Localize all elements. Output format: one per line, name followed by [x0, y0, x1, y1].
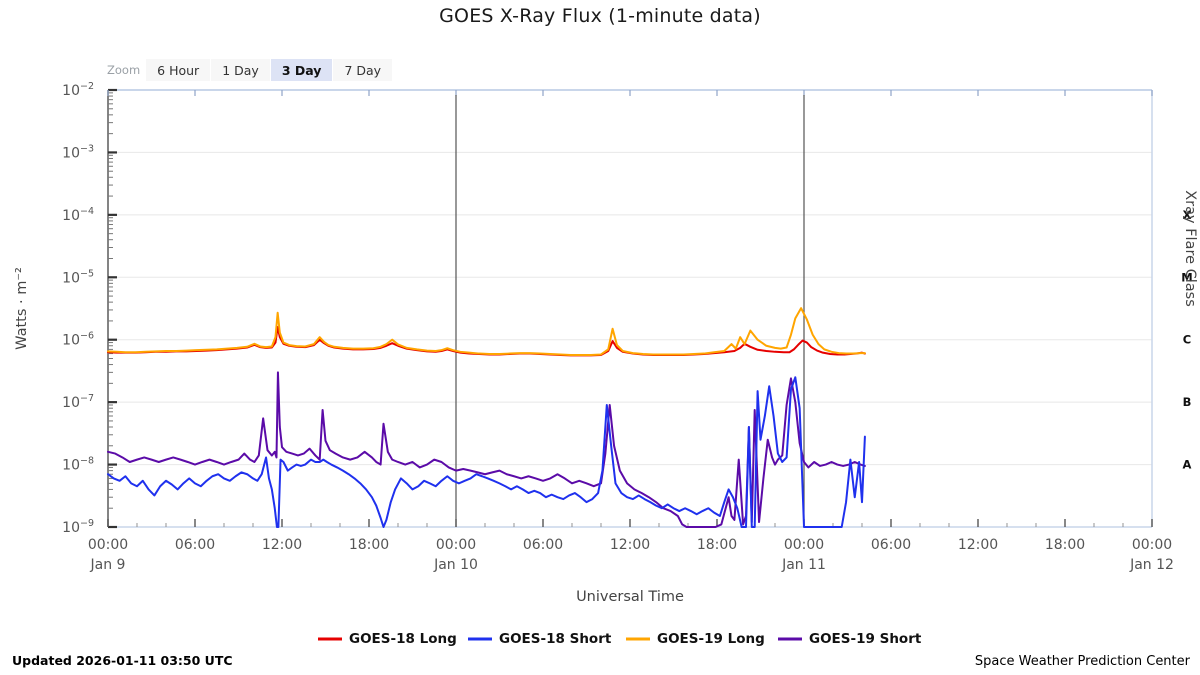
x-axis-tick-label: 18:00	[697, 537, 737, 553]
flare-class-tick-label: A	[1183, 458, 1192, 472]
flare-class-tick-label: C	[1183, 333, 1191, 347]
x-axis-date-label: Jan 11	[781, 557, 826, 573]
legend-label-1: GOES-18 Short	[499, 631, 612, 647]
x-axis-tick-label: 12:00	[262, 537, 302, 553]
chart-legend: GOES-18 Long GOES-18 Short GOES-19 Long GOE…	[318, 631, 922, 647]
flare-class-labels: X M C B A	[1181, 208, 1192, 472]
x-axis-title: Universal Time	[576, 589, 684, 605]
x-axis-tick-label: 18:00	[1045, 537, 1085, 553]
x-axis-tick-label: 06:00	[523, 537, 563, 553]
x-axis-tick-label: 06:00	[871, 537, 911, 553]
legend-label-0: GOES-18 Long	[349, 631, 457, 647]
y-axis-tick-label: 10−3	[62, 143, 94, 161]
zoom-button-7-day[interactable]: 7 Day	[333, 59, 393, 81]
y-axis-tick-label: 10−8	[62, 456, 94, 474]
y-axis-tick-label: 10−2	[62, 81, 94, 99]
y-axis-tick-label: 10−6	[62, 331, 94, 349]
zoom-range-control: Zoom 6 Hour 1 Day 3 Day 7 Day	[107, 59, 393, 81]
series-line-goes-19-short	[107, 371, 866, 528]
x-axis-tick-label: 00:00	[436, 537, 476, 553]
footer-source: Space Weather Prediction Center	[975, 654, 1191, 669]
series-line-goes-19-long	[107, 307, 866, 356]
y-axis-title: Watts · m⁻²	[14, 267, 30, 350]
x-axis-tick-label: 06:00	[175, 537, 215, 553]
y-axis-tick-labels: 10−2 10−3 10−4 10−5 10−6 10−7 10−8 10−9	[62, 81, 94, 536]
legend-label-3: GOES-19 Short	[809, 631, 922, 647]
y-axis-tick-label: 10−9	[62, 518, 94, 536]
x-axis-tick-label: 12:00	[610, 537, 650, 553]
series-line-goes-18-short	[107, 376, 866, 528]
flare-class-tick-label: B	[1183, 395, 1192, 409]
x-axis-date-label: Jan 12	[1129, 557, 1174, 573]
x-axis-tick-label: 00:00	[1132, 537, 1172, 553]
x-axis-tick-label: 00:00	[88, 537, 128, 553]
y-axis-tick-label: 10−7	[62, 393, 94, 411]
y-axis-tick-label: 10−4	[62, 206, 94, 224]
flare-class-tick-label: M	[1181, 270, 1192, 284]
x-axis-tick-label: 12:00	[958, 537, 998, 553]
zoom-button-6-hour[interactable]: 6 Hour	[146, 59, 212, 81]
axis-titles: Watts · m⁻² Universal Time Xray Flare Clas…	[14, 190, 1198, 605]
page-title: GOES X-Ray Flux (1-minute data)	[439, 5, 761, 27]
zoom-button-1-day[interactable]: 1 Day	[211, 59, 271, 81]
x-axis-tick-label: 18:00	[349, 537, 389, 553]
x-axis-date-label: Jan 9	[90, 557, 126, 573]
zoom-button-3-day[interactable]: 3 Day	[270, 59, 334, 81]
x-axis-date-label: Jan 10	[433, 557, 478, 573]
flare-class-tick-label: X	[1183, 208, 1192, 222]
y-axis-tick-label: 10−5	[62, 268, 94, 286]
chart-footer: Updated 2026-01-11 03:50 UTC Space Weathe…	[12, 653, 1191, 669]
legend-label-2: GOES-19 Long	[657, 631, 765, 647]
x-axis-tick-label: 00:00	[784, 537, 824, 553]
day-boundary-lines	[455, 95, 805, 527]
data-series	[107, 307, 866, 528]
y2-axis-title: Xray Flare Class	[1182, 190, 1198, 307]
x-axis-tick-labels: 00:00 06:00 12:00 18:00 00:00 06:00 12:00 18:00…	[88, 537, 1174, 573]
zoom-label: Zoom	[107, 63, 141, 77]
footer-updated: Updated 2026-01-11 03:50 UTC	[12, 653, 233, 668]
